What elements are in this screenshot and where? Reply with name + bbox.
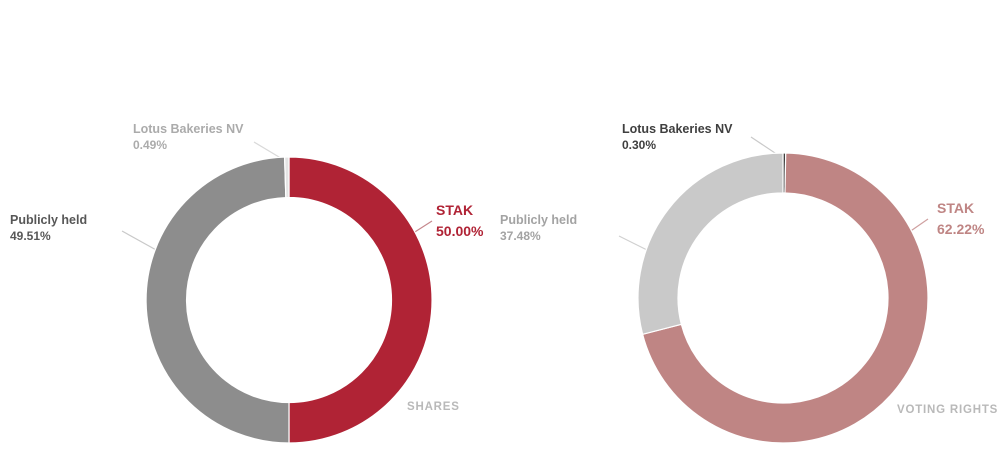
callout-publicly-voting-name: Publicly held — [500, 213, 578, 227]
donut-slice-stak — [288, 156, 433, 444]
callout-lotus-shares: Lotus Bakeries NV 0.49% — [133, 121, 243, 153]
callout-publicly-voting: Publicly held 37.48% — [500, 212, 577, 244]
voting-rights-chart-title: VOTING RIGHTS — [897, 404, 999, 416]
shares-donut-chart — [145, 156, 433, 444]
callout-stak-voting-pct: 62.22% — [937, 221, 985, 237]
callout-publicly-voting-pct: 37.48% — [500, 229, 541, 243]
callout-publicly-shares-pct: 49.51% — [10, 229, 51, 243]
callout-stak-shares: STAK 50.00% — [436, 201, 483, 240]
callout-stak-shares-name: STAK — [436, 202, 474, 218]
leader-line-publicly-shares — [121, 230, 159, 252]
leader-line-publicly-voting — [618, 235, 652, 253]
callout-lotus-shares-pct: 0.49% — [133, 138, 168, 152]
callout-stak-shares-pct: 50.00% — [436, 223, 484, 239]
donut-slice-lotus-bakeries-nv — [283, 156, 290, 199]
callout-stak-voting: STAK 62.22% — [937, 199, 984, 238]
callout-lotus-shares-name: Lotus Bakeries NV — [133, 122, 244, 136]
donut-slice-publicly-held — [637, 152, 784, 336]
callout-stak-voting-name: STAK — [937, 200, 975, 216]
donut-slice-stak — [641, 152, 929, 444]
callout-lotus-voting-pct: 0.30% — [622, 138, 657, 152]
voting-rights-donut-chart — [637, 152, 929, 444]
shares-chart-title: SHARES — [407, 401, 460, 413]
callout-publicly-shares: Publicly held 49.51% — [10, 212, 87, 244]
callout-lotus-voting: Lotus Bakeries NV 0.30% — [622, 121, 732, 153]
donut-slice-publicly-held — [145, 156, 290, 444]
callout-publicly-shares-name: Publicly held — [10, 213, 88, 227]
callout-lotus-voting-name: Lotus Bakeries NV — [622, 122, 733, 136]
